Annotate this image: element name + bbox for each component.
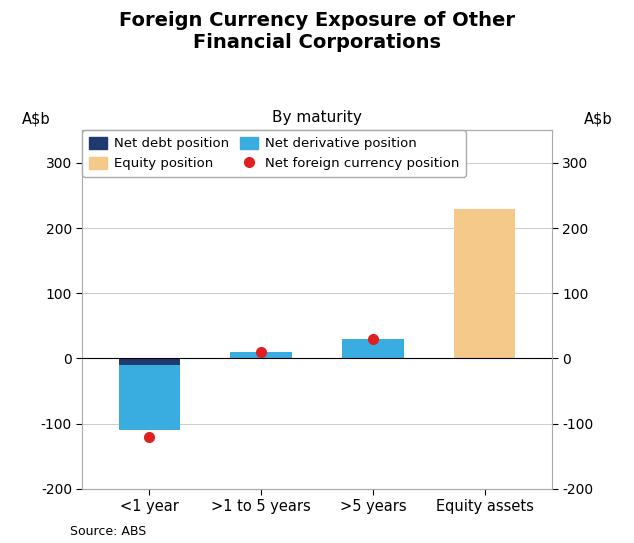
Text: Source: ABS: Source: ABS [70,525,146,538]
Text: A$b: A$b [22,112,50,127]
Bar [230,352,292,358]
Bar [119,358,180,365]
Bar [342,339,404,358]
Text: Foreign Currency Exposure of Other
Financial Corporations: Foreign Currency Exposure of Other Finan… [119,11,515,52]
Legend: Net debt position, Equity position, Net derivative position, Net foreign currenc: Net debt position, Equity position, Net … [82,130,466,177]
Bar [454,209,515,358]
Bar [119,365,180,430]
Title: By maturity: By maturity [272,110,362,125]
Text: A$b: A$b [584,112,612,127]
